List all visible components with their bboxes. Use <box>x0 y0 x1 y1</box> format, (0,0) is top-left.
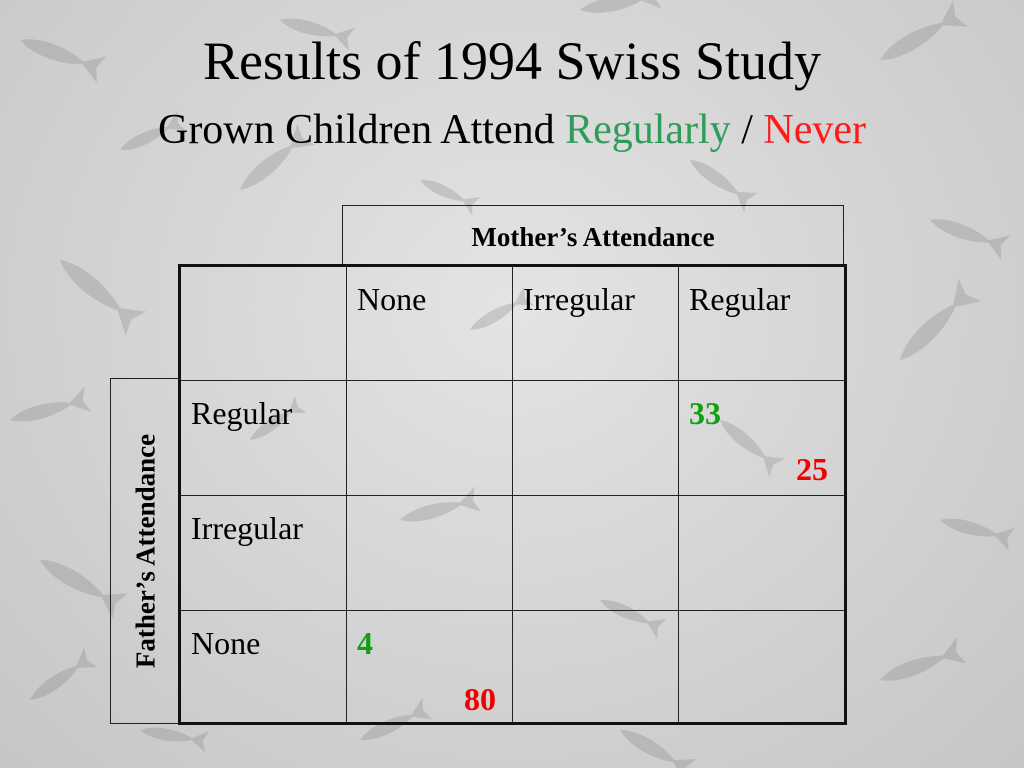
slide-subtitle: Grown Children Attend Regularly / Never <box>0 104 1024 156</box>
mother-attendance-header: Mother’s Attendance <box>342 205 844 265</box>
table-cell-none-none: 4 80 <box>346 610 513 724</box>
table-cell <box>346 380 513 496</box>
row-header-none: None <box>179 610 347 724</box>
table-cell <box>678 495 846 611</box>
father-attendance-header: Father’s Attendance <box>110 378 180 724</box>
subtitle-never: Never <box>763 107 867 153</box>
table-cell <box>512 495 679 611</box>
slide-title: Results of 1994 Swiss Study <box>202 31 822 91</box>
table-row: None 4 80 <box>179 610 846 724</box>
table-cell <box>346 495 513 611</box>
corner-cell <box>179 265 347 381</box>
regularly-value: 33 <box>689 395 721 431</box>
row-header-regular: Regular <box>179 380 347 496</box>
table-cell-regular-regular: 33 25 <box>678 380 846 496</box>
table-cell <box>512 610 679 724</box>
table-cell <box>512 380 679 496</box>
column-header-none: None <box>346 265 513 381</box>
table-row: Irregular <box>179 495 846 611</box>
column-header-irregular: Irregular <box>512 265 679 381</box>
table-row: Regular 33 25 <box>179 380 846 496</box>
subtitle-separator: / <box>730 107 764 153</box>
subtitle-regularly: Regularly <box>565 107 731 153</box>
column-header-regular: Regular <box>678 265 846 381</box>
table-header-row: None Irregular Regular <box>179 265 846 381</box>
father-attendance-label: Father’s Attendance <box>130 433 160 669</box>
never-value: 80 <box>464 681 496 717</box>
never-value: 25 <box>796 451 828 487</box>
row-header-irregular: Irregular <box>179 495 347 611</box>
regularly-value: 4 <box>357 625 373 661</box>
subtitle-prefix: Grown Children Attend <box>157 107 566 153</box>
attendance-table: None Irregular Regular Regular 33 25 Irr… <box>178 264 847 725</box>
table-cell <box>678 610 846 724</box>
